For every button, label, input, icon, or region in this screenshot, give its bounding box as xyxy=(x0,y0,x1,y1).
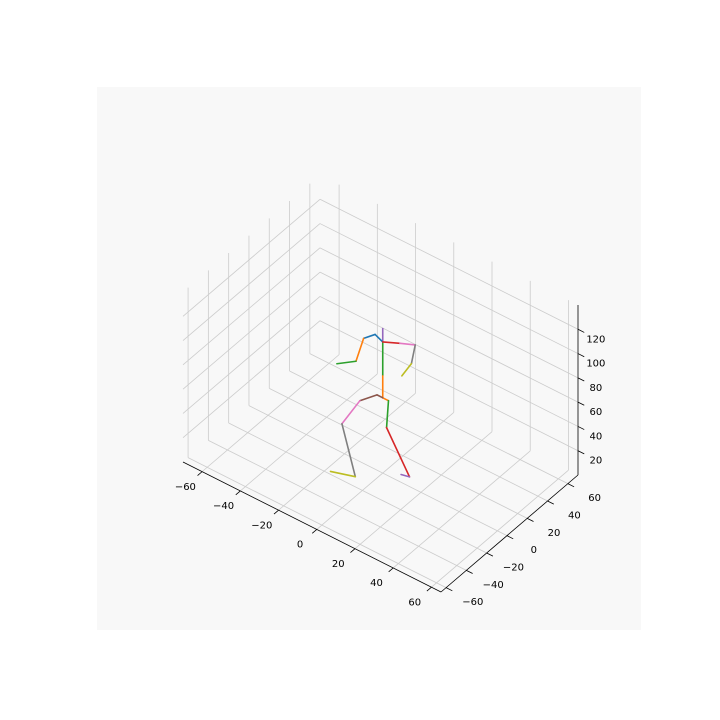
grid-z-side-0 xyxy=(182,320,321,439)
grid-lines xyxy=(182,183,579,589)
grid-y-floor-3 xyxy=(248,405,508,537)
bone-l_shoulder-l_elbow xyxy=(362,333,376,340)
grid-x-floor-0 xyxy=(201,354,340,472)
z-tick-1 xyxy=(577,426,585,430)
bone-neck-l_shoulder xyxy=(374,333,384,343)
x-tick-label-5: 40 xyxy=(370,578,383,589)
z-tick-2 xyxy=(577,401,585,406)
grid-z-side-2 xyxy=(182,271,321,390)
grid-z-back-3 xyxy=(319,247,579,379)
z-tick-label-5: 120 xyxy=(586,334,605,345)
grid-z-side-5 xyxy=(182,198,321,317)
grid-y-floor-0 xyxy=(187,457,447,589)
x-tick-6 xyxy=(426,586,432,592)
pane-back xyxy=(320,175,578,475)
grid-x-floor-3 xyxy=(316,412,455,530)
y-axis-line xyxy=(440,474,579,593)
x-tick-label-1: −40 xyxy=(213,501,234,512)
y-tick-0 xyxy=(445,587,453,592)
x-tick-label-0: −60 xyxy=(175,482,196,493)
y-tick-label-1: −40 xyxy=(483,580,504,591)
y-tick-3 xyxy=(506,535,514,540)
grid-z-side-3 xyxy=(182,247,321,366)
x-tick-label-3: 0 xyxy=(297,540,303,551)
bone-l_hip-l_knee xyxy=(359,394,378,402)
x-tick-label-4: 20 xyxy=(332,559,345,570)
z-tick-label-2: 60 xyxy=(589,407,602,418)
x-tick-label-6: 60 xyxy=(408,597,421,608)
grid-z-back-1 xyxy=(319,296,579,427)
grid-y-floor-6 xyxy=(309,353,569,485)
bone-r_ankle-r_toe xyxy=(400,473,411,478)
x-tick-2 xyxy=(273,509,279,515)
grid-z-side-1 xyxy=(182,296,321,414)
y-tick-label-5: 40 xyxy=(568,510,581,521)
y-tick-label-0: −60 xyxy=(462,597,483,608)
z-tick-4 xyxy=(577,353,585,358)
grid-y-floor-5 xyxy=(289,370,548,502)
y-tick-label-3: 0 xyxy=(531,545,537,556)
y-tick-5 xyxy=(547,500,554,505)
pane-side xyxy=(183,175,320,462)
bone-neck-r_shoulder xyxy=(381,341,401,345)
y-tick-6 xyxy=(567,483,575,488)
tick-marks xyxy=(197,328,585,592)
bone-r_shoulder-r_elbow xyxy=(399,342,417,346)
x-tick-1 xyxy=(235,490,241,496)
x-tick-3 xyxy=(311,529,318,534)
skeleton-bones xyxy=(329,327,417,478)
bone-r_hip-r_knee xyxy=(385,399,390,429)
axes-panes xyxy=(183,175,578,592)
grid-z-back-2 xyxy=(319,271,579,403)
x-axis-line xyxy=(182,461,442,593)
x-tick-0 xyxy=(197,471,203,476)
grid-z-back-5 xyxy=(319,198,579,330)
bone-pelvis-r_hip xyxy=(381,396,390,402)
grid-x-floor-4 xyxy=(354,431,493,549)
y-tick-label-2: −20 xyxy=(503,562,524,573)
bone-pelvis-l_hip xyxy=(376,394,384,399)
z-tick-label-4: 100 xyxy=(586,359,605,370)
z-tick-3 xyxy=(577,377,585,382)
grid-x-floor-5 xyxy=(392,450,531,569)
grid-z-back-4 xyxy=(319,223,579,354)
grid-x-floor-1 xyxy=(240,373,378,492)
grid-y-floor-2 xyxy=(228,422,487,554)
bone-r_elbow-r_wrist xyxy=(410,344,417,365)
grid-z-side-4 xyxy=(182,223,321,341)
z-tick-label-1: 40 xyxy=(589,431,602,442)
y-tick-4 xyxy=(527,517,534,522)
bone-l_elbow-l_wrist xyxy=(355,337,365,363)
axis-lines xyxy=(182,305,579,593)
z-tick-label-0: 20 xyxy=(589,456,602,467)
y-tick-label-6: 60 xyxy=(588,493,601,504)
z-tick-label-3: 80 xyxy=(589,383,602,394)
x-tick-4 xyxy=(350,548,356,553)
bone-l_ankle-l_foot xyxy=(341,422,357,478)
y-tick-label-4: 20 xyxy=(548,528,561,539)
x-tick-label-2: −20 xyxy=(251,520,272,531)
y-tick-1 xyxy=(466,569,473,574)
bone-l_wrist-l_hand xyxy=(336,360,357,365)
pane-floor xyxy=(183,345,578,592)
y-tick-2 xyxy=(486,552,494,557)
x-tick-5 xyxy=(388,567,394,573)
bone-l_knee-l_ankle xyxy=(341,400,361,425)
bone-r_wrist-r_hand xyxy=(401,362,413,377)
z-tick-5 xyxy=(577,328,585,333)
grid-x-floor-2 xyxy=(278,392,416,511)
bone-l_foot-l_toe xyxy=(329,470,357,478)
bone-r_knee-r_ankle xyxy=(385,426,411,478)
grid-x-floor-6 xyxy=(431,469,569,588)
grid-y-floor-1 xyxy=(208,439,467,571)
z-tick-0 xyxy=(577,450,585,455)
